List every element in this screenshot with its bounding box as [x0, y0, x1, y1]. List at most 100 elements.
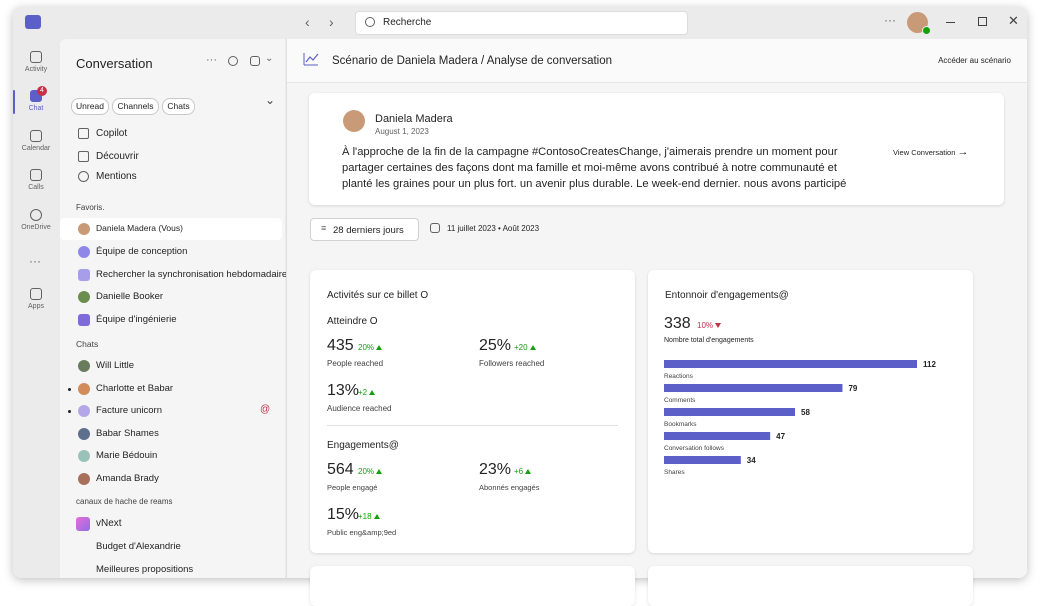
up-arrow — [376, 345, 383, 350]
compose-menu[interactable]: ⌄ — [265, 53, 274, 64]
channel-name: Budget d'Alexandrie — [96, 540, 181, 552]
sidebar: Conversation ··· ⌄ ⌄ Unread Channels Chats… — [60, 39, 287, 578]
more-apps[interactable]: ··· — [29, 254, 41, 268]
filter-pill[interactable]: Unread — [71, 98, 109, 115]
compose-button[interactable] — [250, 56, 260, 66]
activity-title: Activités sur ce billet O — [327, 290, 429, 301]
date-range: 11 juillet 2023 • Août 2023 — [447, 224, 540, 233]
chat-row[interactable]: Équipe de conception — [60, 241, 282, 263]
channel-name: vNext — [96, 518, 122, 529]
sidebar-search[interactable] — [228, 56, 238, 66]
app-bar-item[interactable]: Calls — [13, 167, 59, 199]
bar — [664, 360, 917, 368]
open-scenario[interactable]: Accéder au scénario — [938, 56, 1011, 65]
value-label: 34 — [747, 456, 756, 465]
chat-row[interactable]: Danielle Booker — [60, 286, 282, 308]
bar — [664, 384, 843, 392]
chat-avatar — [78, 450, 90, 463]
chat-name: Babar Shames — [96, 427, 159, 439]
metric-label: Followers reached — [479, 359, 545, 368]
app-bar-item[interactable]: Chat 4 — [13, 86, 59, 120]
chat-row[interactable]: Facture unicorn @ — [60, 400, 282, 422]
quick-link[interactable]: Copilot — [96, 128, 128, 139]
category-label: Comments — [664, 397, 696, 404]
channel-name: Meilleures propositions — [96, 563, 194, 575]
chat-name: Équipe de conception — [96, 245, 188, 257]
chat-name: Will Little — [96, 360, 135, 371]
channel-row[interactable]: Meilleures propositions — [60, 559, 282, 578]
maximize-button[interactable] — [978, 17, 987, 26]
chat-row[interactable]: Rechercher la synchronisation hebdomadai… — [60, 264, 287, 286]
app-bar-item[interactable]: Apps — [13, 286, 59, 318]
total-label: Nombre total d'engagements — [664, 337, 754, 344]
chat-row[interactable]: Amanda Brady — [60, 468, 282, 490]
chat-avatar — [78, 360, 90, 372]
chat-row[interactable]: Marie Bédouin — [60, 445, 282, 467]
minimize-button[interactable] — [946, 22, 955, 23]
forward-button[interactable]: › — [329, 14, 334, 30]
quick-link[interactable]: Découvrir — [96, 151, 139, 162]
chat-row[interactable]: Daniela Madera (Vous) — [60, 218, 282, 240]
metric-label: Public eng&amp;9ed — [327, 528, 397, 537]
metric-change-value: +20 — [514, 343, 528, 352]
bar — [664, 408, 796, 416]
chat-name: Daniela Madera (Vous) — [96, 223, 183, 233]
app-label: Apps — [28, 303, 44, 310]
metric-change-value: +2 — [358, 388, 368, 397]
metric-value: 23% — [479, 461, 512, 478]
category-label: Bookmarks — [664, 421, 697, 428]
chat-avatar — [78, 405, 90, 418]
filter-pill[interactable]: Channels — [112, 98, 159, 115]
channel-row[interactable]: vNext — [60, 513, 282, 535]
value-label: 112 — [923, 360, 936, 369]
calendar-icon — [430, 223, 440, 233]
back-button[interactable]: ‹ — [305, 14, 310, 30]
filter-pill[interactable]: Chats — [162, 98, 195, 115]
chat-row[interactable]: Babar Shames — [60, 423, 282, 445]
next-card — [310, 566, 635, 606]
channel-row[interactable]: Budget d'Alexandrie — [60, 536, 282, 558]
total-change-value: 10% — [697, 321, 714, 330]
view-conversation[interactable]: View Conversation → — [893, 146, 969, 158]
quick-link[interactable]: Mentions — [96, 171, 137, 182]
value-label: 47 — [776, 432, 785, 441]
metric-change: 20% — [358, 467, 383, 476]
up-arrow — [373, 514, 380, 519]
chat-row[interactable]: Équipe d'ingénierie — [60, 309, 282, 331]
app-bar-item[interactable]: Activity — [13, 49, 59, 81]
quick-icon — [78, 151, 89, 162]
chat-avatar — [78, 268, 90, 281]
engagement-card: Entonnoir d'engagements@ 338 10% Nombre … — [648, 270, 973, 553]
section-label: Favoris. — [76, 203, 105, 212]
metric-change-value: +18 — [358, 512, 372, 521]
chat-row[interactable]: Charlotte et Babar — [60, 378, 282, 400]
metric-label: People engagé — [327, 483, 378, 492]
close-button[interactable]: ✕ — [1008, 13, 1019, 28]
chat-avatar — [78, 314, 90, 327]
activity-card: Activités sur ce billet O Atteindre O En… — [310, 270, 635, 553]
app-bar-item[interactable]: OneDrive — [13, 207, 59, 239]
search-box[interactable]: Recherche — [355, 11, 688, 35]
sidebar-more[interactable]: ··· — [206, 54, 217, 66]
metric-label: People reached — [327, 359, 384, 368]
chat-name: Facture unicorn — [96, 405, 163, 417]
unread-dot — [68, 387, 71, 391]
badge: 4 — [37, 86, 47, 96]
more-button[interactable]: ··· — [884, 13, 896, 27]
section-label: Chats — [76, 339, 99, 349]
quick-icon — [78, 171, 89, 182]
app-bar-item[interactable]: Calendar — [13, 128, 59, 160]
value-label: 79 — [848, 384, 857, 393]
chat-row[interactable]: Will Little — [60, 355, 282, 377]
chat-avatar — [78, 223, 90, 235]
app-label: Chat — [28, 105, 44, 112]
app-label: Calendar — [21, 145, 51, 152]
range-button[interactable]: ≡ 28 derniers jours — [310, 218, 419, 241]
filters-expand[interactable]: ⌄ — [265, 93, 276, 107]
up-arrow — [369, 390, 376, 395]
metric-value: 13% — [327, 382, 360, 399]
app-label: OneDrive — [21, 224, 51, 231]
category-label: Reactions — [664, 373, 694, 380]
category-label: Conversation follows — [664, 445, 725, 452]
range-label: 28 derniers jours — [333, 225, 404, 236]
